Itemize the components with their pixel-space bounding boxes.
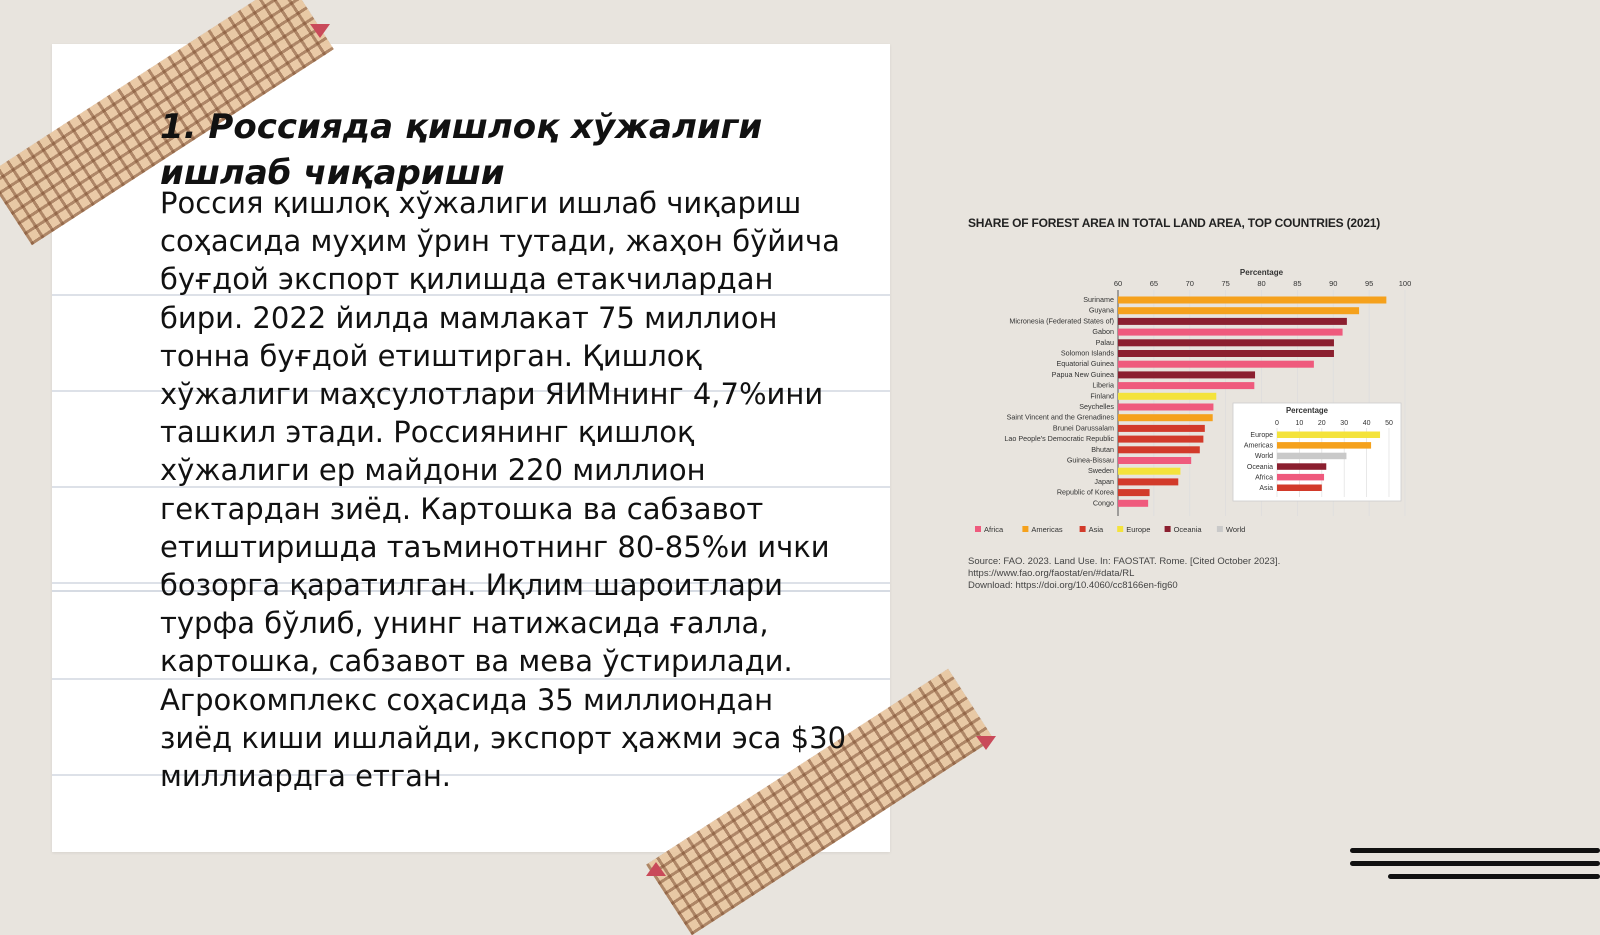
- x-tick-label: 65: [1150, 279, 1158, 288]
- category-label: Japan: [1094, 477, 1114, 486]
- category-label: Finland: [1090, 391, 1114, 400]
- source-line: Source: FAO. 2023. Land Use. In: FAOSTAT…: [968, 556, 1281, 567]
- category-label: Sweden: [1088, 466, 1114, 475]
- category-label: Equatorial Guinea: [1056, 359, 1114, 368]
- legend-label: Americas: [1031, 525, 1063, 534]
- pin-icon: [310, 24, 330, 38]
- inset-tick-label: 10: [1296, 420, 1304, 427]
- bar: [1118, 446, 1200, 454]
- slide-body-text: Россия қишлоқ хўжалиги ишлаб чиқариш соҳ…: [160, 186, 847, 794]
- category-label: Lao People's Democratic Republic: [1004, 434, 1114, 443]
- category-label: Brunei Darussalam: [1053, 423, 1114, 432]
- category-label: Guinea-Bissau: [1067, 456, 1114, 465]
- x-tick-label: 100: [1399, 279, 1412, 288]
- inset-category-label: Europe: [1250, 432, 1273, 439]
- bar: [1118, 414, 1213, 422]
- bar: [1118, 392, 1217, 400]
- bar: [1118, 489, 1150, 497]
- category-label: Bhutan: [1091, 445, 1114, 454]
- legend-label: Asia: [1089, 525, 1104, 534]
- inset-tick-label: 40: [1363, 420, 1371, 427]
- category-label: Suriname: [1083, 295, 1114, 304]
- inset-title: Percentage: [1286, 406, 1329, 415]
- inset-category-label: Asia: [1259, 485, 1273, 492]
- x-axis-label: Percentage: [1240, 268, 1284, 277]
- inset-tick-label: 50: [1385, 420, 1393, 427]
- legend-swatch: [1117, 526, 1124, 532]
- decorative-lines: [1350, 848, 1600, 887]
- bar: [1118, 457, 1192, 464]
- bar: [1118, 382, 1255, 390]
- inset-category-label: Africa: [1255, 474, 1273, 481]
- source-download: Download: https://doi.org/10.4060/cc8166…: [968, 580, 1178, 591]
- category-label: Palau: [1096, 338, 1114, 347]
- bar: [1118, 360, 1314, 368]
- category-label: Republic of Korea: [1057, 488, 1114, 497]
- x-tick-label: 70: [1186, 279, 1194, 288]
- source-url: https://www.fao.org/faostat/en/#data/RL: [968, 568, 1135, 579]
- category-label: Solomon Islands: [1061, 349, 1115, 358]
- chart-source: Source: FAO. 2023. Land Use. In: FAOSTAT…: [968, 556, 1280, 592]
- inset-tick-label: 30: [1340, 420, 1348, 427]
- chart-title: SHARE OF FOREST AREA IN TOTAL LAND AREA,…: [968, 216, 1381, 230]
- inset-bar: [1277, 463, 1327, 470]
- x-tick-label: 95: [1365, 279, 1373, 288]
- x-tick-label: 80: [1257, 279, 1265, 288]
- inset-tick-label: 0: [1275, 420, 1279, 427]
- legend-swatch: [1079, 526, 1086, 532]
- legend-label: Oceania: [1174, 525, 1203, 534]
- inset-category-label: World: [1255, 453, 1273, 460]
- category-label: Gabon: [1092, 327, 1114, 336]
- inset-tick-label: 20: [1318, 420, 1326, 427]
- category-label: Micronesia (Federated States of): [1009, 316, 1114, 325]
- bar: [1118, 499, 1149, 507]
- legend-swatch: [1164, 526, 1171, 532]
- bar: [1118, 371, 1256, 379]
- bar: [1118, 435, 1204, 443]
- legend-swatch: [1022, 526, 1029, 532]
- inset-bar: [1277, 473, 1325, 481]
- legend-swatch: [1216, 526, 1223, 532]
- legend-label: Africa: [984, 525, 1004, 534]
- legend-swatch: [975, 526, 981, 532]
- x-tick-label: 75: [1221, 279, 1229, 288]
- inset-bar: [1277, 484, 1322, 491]
- x-tick-label: 85: [1293, 279, 1301, 288]
- x-tick-label: 90: [1329, 279, 1337, 288]
- bar: [1118, 339, 1334, 347]
- pin-icon: [976, 736, 996, 750]
- bar: [1118, 467, 1181, 475]
- note-paper: [52, 44, 890, 852]
- bar: [1118, 403, 1214, 411]
- pin-icon: [646, 862, 666, 876]
- bar: [1118, 296, 1387, 304]
- category-label: Seychelles: [1079, 402, 1114, 411]
- legend-label: World: [1226, 525, 1245, 534]
- bar: [1118, 350, 1334, 357]
- bar: [1118, 307, 1360, 315]
- category-label: Congo: [1093, 498, 1114, 507]
- bar: [1118, 424, 1205, 432]
- x-tick-label: 60: [1114, 279, 1122, 288]
- bar: [1118, 478, 1179, 486]
- category-label: Papua New Guinea: [1052, 370, 1114, 379]
- category-label: Liberia: [1092, 381, 1114, 390]
- inset-bar: [1277, 452, 1347, 460]
- category-label: Guyana: [1089, 306, 1114, 315]
- inset-category-label: Oceania: [1247, 464, 1273, 471]
- category-label: Saint Vincent and the Grenadines: [1007, 413, 1115, 422]
- inset-category-label: Americas: [1244, 443, 1274, 450]
- bar: [1118, 317, 1347, 325]
- bar: [1118, 328, 1343, 336]
- slide-title: 1. Россияда қишлоқ хўжалиги ишлаб чиқари…: [160, 107, 763, 193]
- legend-label: Europe: [1126, 525, 1150, 534]
- inset-bar: [1277, 442, 1372, 449]
- inset-bar: [1277, 431, 1381, 438]
